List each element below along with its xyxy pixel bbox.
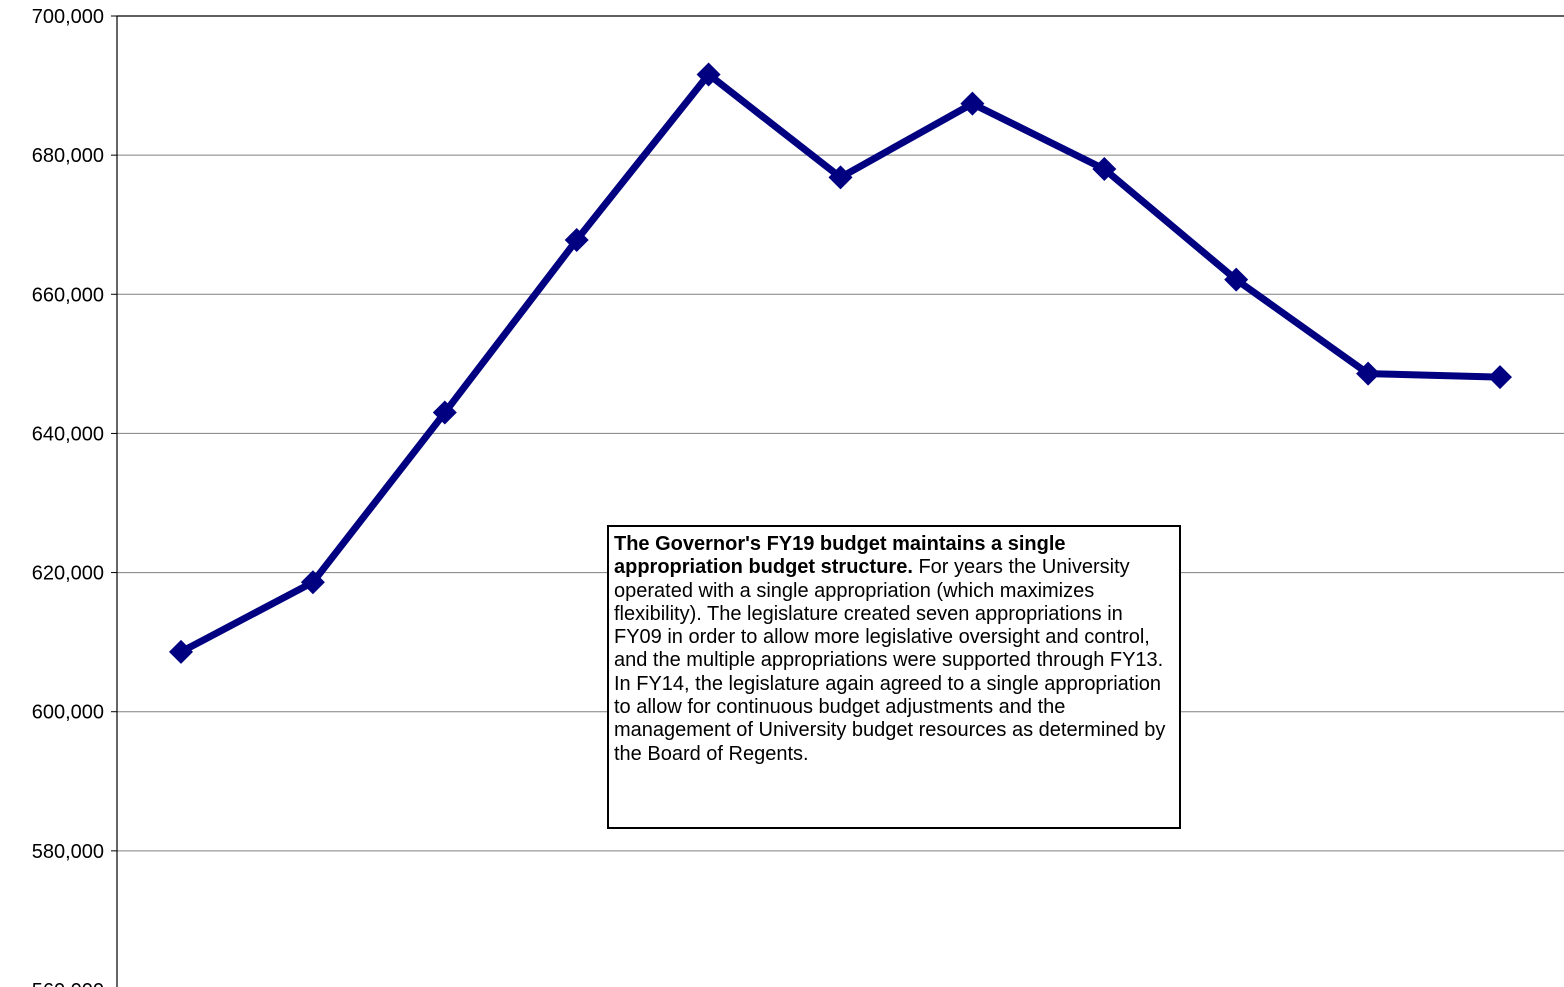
y-tick-labels: 560,000 580,000 600,000 620,000 640,000 660,0… bbox=[32, 6, 104, 987]
data-point-marker bbox=[828, 165, 853, 190]
data-point-marker bbox=[960, 91, 985, 116]
annotation-bold-text: The Governor's FY19 budget maintains a s… bbox=[614, 533, 1066, 579]
annotation-box: The Governor's FY19 budget maintains a s… bbox=[607, 525, 1181, 829]
y-tick-label: 600,000 bbox=[32, 702, 104, 724]
data-point-marker bbox=[432, 400, 457, 425]
y-tick-label: 640,000 bbox=[32, 423, 104, 445]
y-tick-label: 580,000 bbox=[32, 841, 104, 863]
data-point-marker bbox=[300, 570, 325, 595]
series-markers bbox=[169, 62, 1512, 664]
y-tick-label: 680,000 bbox=[32, 145, 104, 167]
data-point-marker bbox=[169, 639, 193, 664]
gridlines bbox=[111, 15, 1564, 852]
data-point-marker bbox=[1224, 267, 1249, 292]
data-point-marker bbox=[1356, 361, 1381, 386]
annotation-text: For years the University operated with a… bbox=[614, 556, 1166, 765]
data-point-marker bbox=[1488, 365, 1512, 390]
data-point-marker bbox=[696, 62, 721, 87]
y-tick-label: 560,000 bbox=[32, 980, 104, 987]
data-point-marker bbox=[1092, 157, 1117, 182]
y-tick-label: 700,000 bbox=[32, 6, 104, 28]
data-point-marker bbox=[564, 228, 589, 253]
y-tick-label: 660,000 bbox=[32, 284, 104, 306]
y-tick-label: 620,000 bbox=[32, 563, 104, 585]
